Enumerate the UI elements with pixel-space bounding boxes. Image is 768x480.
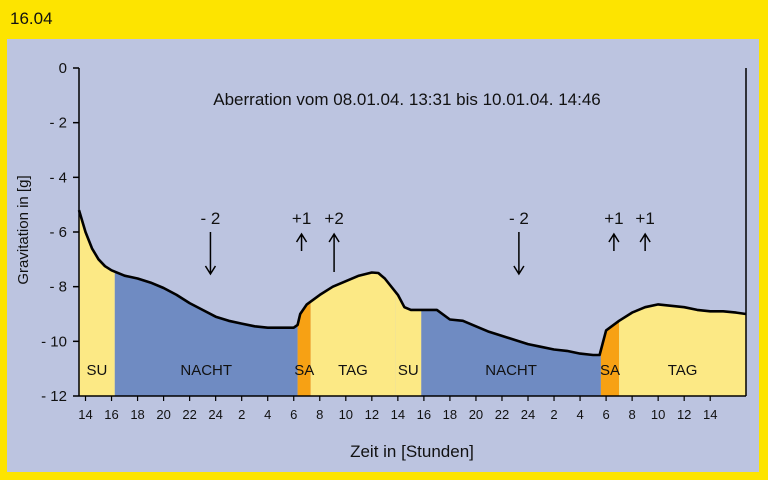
- annotation-label: +2: [324, 209, 343, 228]
- phase-label: TAG: [668, 362, 698, 379]
- x-tick-label: 4: [576, 407, 583, 422]
- x-tick-label: 16: [104, 407, 118, 422]
- series-line-group: [77, 209, 747, 357]
- annotation-label: +1: [604, 209, 623, 228]
- phase-labels: SU NACHT SA TAG SU NACHT SA TAG: [86, 362, 697, 379]
- x-tick-label: 24: [208, 407, 222, 422]
- figure-label: 16.04: [10, 9, 53, 28]
- phase-areas: [79, 210, 746, 396]
- annotation-label: - 2: [509, 209, 529, 228]
- arrow-up-icon: [639, 232, 651, 251]
- phase-area-5: [395, 291, 422, 396]
- arrow-up-icon: [608, 232, 620, 251]
- phase-area-7: [600, 320, 620, 396]
- x-tick-label: 2: [550, 407, 557, 422]
- y-tick-label: - 6: [49, 224, 67, 241]
- phase-area-4: [310, 272, 396, 396]
- x-tick-label: 16: [417, 407, 431, 422]
- phase-area-8: [619, 304, 746, 396]
- x-tick-label: 8: [629, 407, 636, 422]
- phase-area-6: [421, 309, 601, 396]
- phase-label: SU: [86, 362, 107, 379]
- x-tick-label: 22: [495, 407, 509, 422]
- x-tick-label: 6: [290, 407, 297, 422]
- x-tick-label: 24: [521, 407, 535, 422]
- y-tick-label: 0: [59, 60, 67, 77]
- x-tick-label: 6: [602, 407, 609, 422]
- phase-area-2: [114, 271, 298, 396]
- y-tick-label: - 4: [49, 169, 67, 186]
- series-line: [77, 209, 747, 357]
- phase-label: TAG: [338, 362, 368, 379]
- phase-label: SA: [294, 362, 314, 379]
- y-tick-label: - 8: [49, 279, 67, 296]
- annotation-label: - 2: [200, 209, 220, 228]
- x-tick-label: 22: [182, 407, 196, 422]
- arrow-down-icon: [204, 232, 217, 276]
- x-tick-label: 8: [316, 407, 323, 422]
- x-tick-label: 18: [443, 407, 457, 422]
- x-tick-label: 12: [365, 407, 379, 422]
- x-tick-label: 4: [264, 407, 271, 422]
- phase-label: SA: [600, 362, 620, 379]
- arrow-up-icon: [295, 232, 308, 251]
- chart-title: Aberration vom 08.01.04. 13:31 bis 10.01…: [213, 90, 601, 109]
- x-tick-label: 2: [238, 407, 245, 422]
- phase-area-3: [297, 301, 311, 396]
- x-tick-label: 10: [651, 407, 665, 422]
- arrow-down-icon: [513, 232, 525, 276]
- x-tick-label: 12: [677, 407, 691, 422]
- plot-panel: [7, 39, 759, 472]
- x-tick-label: 14: [703, 407, 717, 422]
- y-tick-label: - 2: [49, 115, 67, 132]
- x-axis-label: Zeit in [Stunden]: [350, 442, 474, 461]
- x-tick-label: 14: [391, 407, 405, 422]
- x-tick-label: 14: [78, 407, 92, 422]
- phase-area-1: [79, 210, 115, 396]
- arrow-up-icon: [328, 232, 340, 272]
- y-tick-label: - 12: [41, 388, 67, 405]
- x-tick-label: 10: [339, 407, 353, 422]
- phase-label: NACHT: [485, 362, 537, 379]
- phase-label: SU: [398, 362, 419, 379]
- x-tick-label: 18: [130, 407, 144, 422]
- annotations: - 2 +1 +2 - 2 +1 +1: [200, 209, 655, 276]
- annotation-label: +1: [292, 209, 311, 228]
- y-axis-label: Gravitation in [g]: [15, 175, 32, 284]
- annotation-label: +1: [635, 209, 654, 228]
- phase-label: NACHT: [180, 362, 232, 379]
- y-tick-label: - 10: [41, 333, 67, 350]
- x-tick-label: 20: [156, 407, 170, 422]
- x-tick-label: 20: [469, 407, 483, 422]
